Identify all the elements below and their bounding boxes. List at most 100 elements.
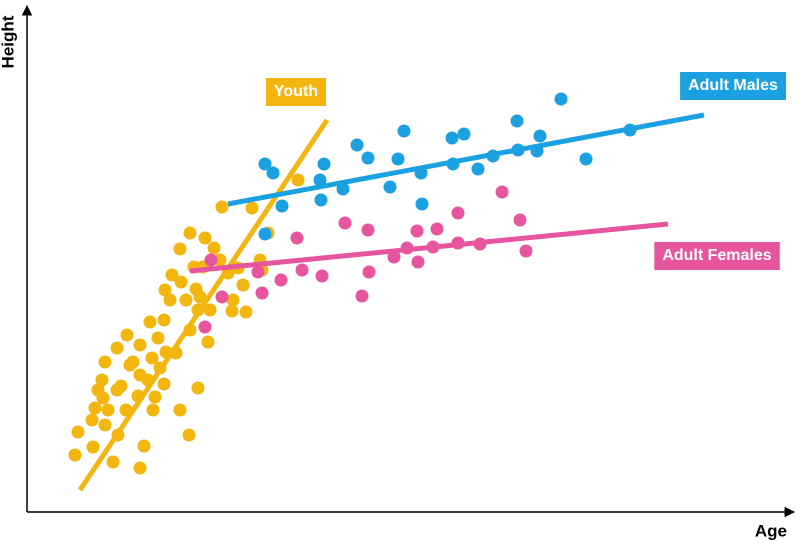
series-label: Youth (265, 78, 327, 106)
point (355, 289, 369, 303)
point (471, 162, 485, 176)
point (114, 379, 128, 393)
point (225, 304, 239, 318)
trend-line (77, 118, 330, 492)
point (457, 127, 471, 141)
point (266, 166, 280, 180)
point (274, 273, 288, 287)
point (98, 355, 112, 369)
series-label-box (654, 242, 780, 270)
point (201, 335, 215, 349)
point (207, 241, 221, 255)
point (157, 377, 171, 391)
point (495, 185, 509, 199)
point (101, 403, 115, 417)
series-label-text: Adult Females (662, 247, 771, 264)
point (145, 351, 159, 365)
point (179, 293, 193, 307)
point (519, 244, 533, 258)
point (68, 448, 82, 462)
series-label-text: Youth (274, 83, 318, 100)
point (215, 290, 229, 304)
point (71, 425, 85, 439)
point (391, 152, 405, 166)
point (191, 381, 205, 395)
point (451, 206, 465, 220)
point (350, 138, 364, 152)
point (314, 193, 328, 207)
point (173, 242, 187, 256)
point (315, 269, 329, 283)
point (338, 216, 352, 230)
point (251, 265, 265, 279)
point (133, 338, 147, 352)
point (313, 173, 327, 187)
point (226, 293, 240, 307)
point (290, 231, 304, 245)
point (158, 283, 172, 297)
point (213, 253, 227, 267)
point (106, 455, 120, 469)
point (362, 265, 376, 279)
point (146, 403, 160, 417)
point (510, 114, 524, 128)
point (533, 129, 547, 143)
point (198, 231, 212, 245)
point (258, 227, 272, 241)
point (148, 390, 162, 404)
point (165, 268, 179, 282)
point (174, 275, 188, 289)
point (193, 290, 207, 304)
point (110, 341, 124, 355)
point (383, 180, 397, 194)
point (317, 157, 331, 171)
point (411, 255, 425, 269)
point (239, 305, 253, 319)
point (245, 201, 259, 215)
point (91, 383, 105, 397)
point (123, 358, 137, 372)
point (361, 223, 375, 237)
point (579, 152, 593, 166)
point (445, 131, 459, 145)
point (151, 331, 165, 345)
point (143, 315, 157, 329)
point (88, 401, 102, 415)
point (137, 439, 151, 453)
point (415, 197, 429, 211)
point (157, 313, 171, 327)
point (133, 461, 147, 475)
point (86, 440, 100, 454)
series-label-box (265, 78, 327, 106)
point (410, 224, 424, 238)
point (361, 151, 375, 165)
point (204, 253, 218, 267)
point (182, 428, 196, 442)
point (291, 173, 305, 187)
point (215, 200, 229, 214)
point (120, 328, 134, 342)
trend-line (227, 112, 705, 207)
point (430, 222, 444, 236)
point (85, 413, 99, 427)
point (275, 199, 289, 213)
trend-line (189, 221, 669, 274)
point (513, 213, 527, 227)
point (198, 320, 212, 334)
point (173, 403, 187, 417)
series-label-box (680, 72, 786, 100)
series-label: Adult Females (654, 242, 780, 270)
point (203, 303, 217, 317)
point (336, 182, 350, 196)
point (183, 226, 197, 240)
series-label-text: Adult Males (688, 77, 778, 94)
point (397, 124, 411, 138)
point (295, 263, 309, 277)
point (95, 373, 109, 387)
point (236, 278, 250, 292)
y-axis-label: Height (0, 15, 17, 68)
series-label: Adult Males (680, 72, 786, 100)
point (554, 92, 568, 106)
